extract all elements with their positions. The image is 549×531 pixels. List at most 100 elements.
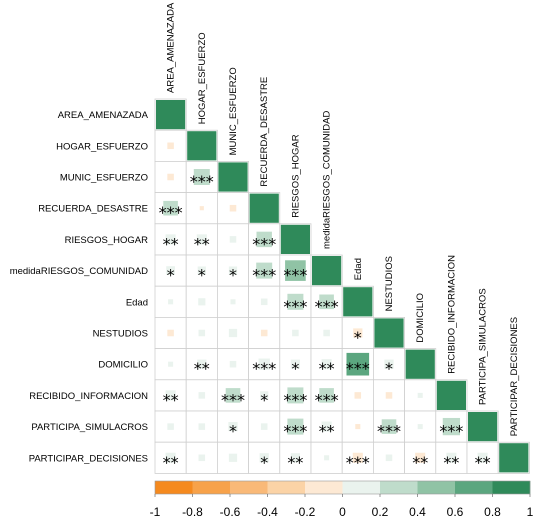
correlation-square (229, 360, 237, 368)
heatmap-cell-bg (154, 285, 187, 318)
correlation-square (352, 452, 363, 463)
colorbar-segment (267, 481, 306, 494)
correlation-square (260, 298, 268, 306)
colorbar-segment (455, 481, 493, 494)
correlation-square (290, 453, 301, 463)
correlation-square (287, 418, 304, 435)
significance-label: *** (315, 390, 339, 409)
correlation-square (384, 359, 394, 369)
correlation-square (290, 359, 301, 369)
significance-label: *** (252, 234, 276, 253)
colorbar-tick-label: 1 (527, 505, 534, 519)
column-label: AREA_AMENAZADA (166, 2, 177, 93)
correlation-square (168, 361, 174, 367)
column-label: DOMICILIO (415, 293, 426, 343)
colorbar-segment (417, 481, 456, 494)
row-label: RECUERDA_DESASTRE (38, 204, 148, 215)
correlation-square (258, 358, 270, 370)
correlation-square (198, 329, 206, 337)
row-label: PARTICIPAR_DECISIONES (29, 453, 148, 464)
correlation-square (287, 293, 304, 310)
colorbar-segment (230, 481, 268, 494)
significance-label: *** (221, 390, 245, 409)
correlation-square (260, 329, 268, 337)
significance-label: *** (190, 172, 214, 191)
correlation-square (477, 452, 488, 463)
correlation-square (319, 294, 334, 310)
correlation-square (167, 142, 174, 150)
diagonal-cell (187, 131, 217, 161)
correlation-square (385, 454, 393, 462)
colorbar-tick-label: -0.4 (257, 505, 278, 519)
significance-label: *** (252, 266, 276, 285)
correlation-square (385, 392, 393, 399)
heatmap-cells: ******** ** **** * * *** ****** ****** *** * ** ***… (154, 98, 530, 474)
diagonal-cell (312, 256, 342, 286)
correlation-square (165, 452, 176, 463)
colorbar-segment (305, 481, 343, 494)
colorbar-segment (192, 481, 231, 494)
correlation-square (323, 329, 330, 337)
colorbar-tick-label: 0.6 (447, 505, 464, 519)
heatmap-cell-bg (248, 223, 281, 256)
colorbar-tick-label: 0 (339, 505, 346, 519)
correlation-square (417, 424, 423, 430)
significance-label: * (291, 359, 299, 378)
correlation-square (198, 454, 206, 462)
colorbar-segment (380, 481, 418, 494)
correlation-square (228, 421, 238, 432)
significance-label: ** (319, 422, 335, 441)
correlation-square (168, 299, 174, 305)
correlation-square (197, 266, 206, 275)
correlation-square (193, 169, 210, 185)
correlation-square (256, 262, 273, 279)
significance-label: ** (163, 453, 179, 472)
column-label: HOGAR_ESFUERZO (197, 32, 208, 124)
row-labels: AREA_AMENAZADA HOGAR_ESFUERZO MUNIC_ESFUER… (10, 110, 149, 464)
diagonal-cell (156, 100, 186, 130)
correlation-square (228, 266, 238, 275)
column-label: medidaRIESGOS_COMUNIDAD (322, 111, 333, 249)
significance-label: * (229, 422, 237, 441)
significance-label: ** (287, 453, 303, 472)
significance-label: *** (346, 359, 370, 378)
colorbar: -1 -0.8 -0.6 -0.4 -0.2 0 0.2 0.4 0.6 0.8 1 (150, 480, 534, 519)
correlation-square (285, 260, 306, 281)
correlation-square (230, 299, 236, 305)
correlation-square (167, 423, 174, 430)
significance-label: *** (439, 422, 463, 441)
diagonal-cell (436, 380, 466, 410)
significance-label: ** (412, 453, 428, 472)
correlation-square (446, 452, 457, 463)
correlation-square (321, 421, 332, 432)
significance-label: * (167, 266, 175, 285)
correlation-square (199, 206, 204, 211)
column-label: Edad (353, 258, 364, 280)
correlation-square (225, 388, 241, 403)
correlation-square (355, 424, 361, 430)
significance-label: ** (194, 359, 210, 378)
column-label: NESTUDIOS (384, 256, 395, 311)
correlation-square (287, 387, 304, 404)
significance-label: *** (283, 266, 307, 285)
correlation-square (354, 392, 362, 399)
significance-label: * (198, 266, 206, 285)
diagonal-cell (499, 443, 529, 473)
diagonal-cell (249, 193, 279, 223)
diagonal-cell (374, 318, 404, 348)
column-label: PARTICIPAR_DECISIONES (509, 317, 520, 436)
correlation-square (417, 392, 423, 398)
correlation-square (346, 352, 370, 376)
row-label: NESTUDIOS (93, 329, 148, 340)
significance-label: ** (163, 234, 179, 253)
colorbar-tick-label: -0.8 (182, 505, 203, 519)
colorbar-tick-label: 0.2 (372, 505, 389, 519)
colorbar-tick-label: -1 (150, 505, 161, 519)
row-label: PARTICIPA_SIMULACROS (31, 422, 148, 433)
correlation-square (166, 266, 175, 275)
significance-label: * (260, 453, 268, 472)
colorbar-tick-label: -0.6 (220, 505, 241, 519)
column-label: RIESGOS_HOGAR (290, 134, 301, 218)
significance-label: *** (252, 359, 276, 378)
